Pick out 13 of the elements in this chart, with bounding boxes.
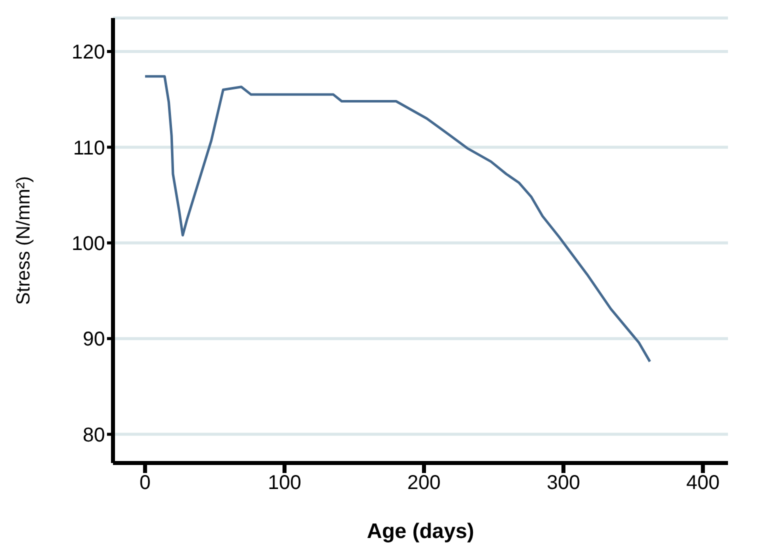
y-tick-label: 110: [73, 137, 105, 160]
x-axis-title: Age (days): [366, 520, 474, 543]
line-series: [144, 75, 652, 363]
x-tick-label: 200: [407, 472, 441, 494]
y-tick-label: 80: [82, 424, 105, 446]
x-tick-label: 400: [686, 472, 720, 494]
x-tick-label: 100: [268, 472, 302, 494]
y-tick-label: 100: [72, 232, 105, 255]
y-axis-title: Stress (N/mm²): [14, 176, 35, 305]
x-tick-label: 300: [546, 472, 580, 494]
y-tick-label: 120: [72, 42, 105, 64]
x-tick-label: 0: [140, 472, 151, 494]
y-tick-label: 90: [82, 328, 105, 351]
